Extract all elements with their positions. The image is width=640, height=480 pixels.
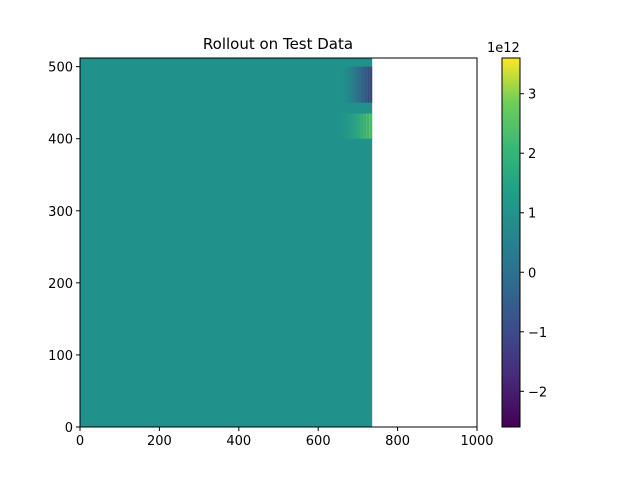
x-tick-label: 600 xyxy=(306,434,331,449)
colorbar-gradient xyxy=(502,58,520,427)
heatmap-features xyxy=(334,66,373,139)
x-tick-label: 1000 xyxy=(460,434,493,449)
heatmap-image xyxy=(80,58,373,427)
chart-title: Rollout on Test Data xyxy=(203,35,353,53)
x-axis: 0 200 400 600 800 1000 xyxy=(76,427,494,449)
colorbar-ticks: −2 −1 0 1 2 3 xyxy=(520,88,547,400)
colorbar: 1e12 −2 −1 0 1 2 3 xyxy=(487,41,547,428)
colorbar-tick-label: 2 xyxy=(528,147,536,162)
y-tick-label: 500 xyxy=(48,61,73,76)
x-tick-label: 800 xyxy=(385,434,410,449)
y-tick-label: 300 xyxy=(48,205,73,220)
y-axis: 0 100 200 300 400 500 xyxy=(48,61,80,436)
y-tick-label: 400 xyxy=(48,133,73,148)
heatmap-feature-band xyxy=(334,113,373,139)
colorbar-frame xyxy=(501,57,521,428)
plot-area xyxy=(79,57,478,428)
x-tick-label: 200 xyxy=(147,434,172,449)
y-tick-label: 100 xyxy=(48,349,73,364)
colorbar-tick-label: −1 xyxy=(528,326,547,341)
plot-frame xyxy=(79,57,478,428)
heatmap-feature-band xyxy=(342,66,373,103)
x-tick-label: 0 xyxy=(76,434,84,449)
x-tick-label: 400 xyxy=(226,434,251,449)
colorbar-tick-label: 1 xyxy=(528,207,536,222)
y-tick-label: 200 xyxy=(48,277,73,292)
colorbar-tick-label: 0 xyxy=(528,266,536,281)
colorbar-tick-label: −2 xyxy=(528,385,547,400)
colorbar-scale-label: 1e12 xyxy=(487,41,520,56)
colorbar-tick-label: 3 xyxy=(528,88,536,103)
y-tick-label: 0 xyxy=(65,421,73,436)
